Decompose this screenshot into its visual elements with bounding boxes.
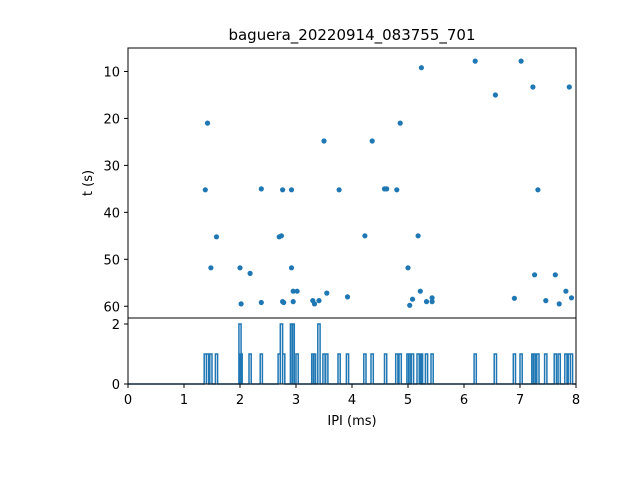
scatter-point xyxy=(492,92,498,98)
scatter-point xyxy=(311,301,318,307)
scatter-y-tick-label: 40 xyxy=(103,206,120,221)
scatter-point xyxy=(280,299,286,305)
histogram-y-tick-label: 0 xyxy=(112,378,120,393)
scatter-point xyxy=(429,299,435,305)
scatter-point xyxy=(397,120,403,126)
histogram-x-tick-label: 0 xyxy=(124,393,132,408)
histogram-x-axis-label: IPI (ms) xyxy=(327,414,376,429)
scatter-point xyxy=(280,187,286,193)
scatter-points xyxy=(202,58,575,308)
scatter-point xyxy=(409,296,416,302)
scatter-point xyxy=(384,186,390,192)
scatter-point xyxy=(213,234,220,240)
scatter-point xyxy=(566,84,572,90)
scatter-y-axis-label: t (s) xyxy=(81,170,96,196)
scatter-point xyxy=(290,288,296,294)
scatter-point xyxy=(208,265,214,271)
scatter-panel: 10 20 30 40 50 60 t (s) xyxy=(81,47,577,319)
scatter-point xyxy=(344,294,351,300)
scatter-point xyxy=(394,187,400,193)
scatter-point xyxy=(278,233,284,239)
scatter-point xyxy=(568,295,575,301)
scatter-point xyxy=(530,84,536,90)
histogram-y-tick-label: 2 xyxy=(112,318,120,333)
histogram-x-axis: 0 1 2 3 4 5 6 7 8 xyxy=(124,384,580,408)
histogram-y-axis: 02 xyxy=(112,318,128,393)
scatter-point xyxy=(532,272,538,278)
scatter-point xyxy=(405,265,411,271)
scatter-point xyxy=(258,299,264,306)
scatter-point xyxy=(535,187,541,193)
histogram-series-line xyxy=(128,323,576,385)
scatter-point xyxy=(336,187,342,193)
histogram-x-tick-label: 8 xyxy=(572,393,580,408)
scatter-y-tick-label: 60 xyxy=(103,300,120,315)
histogram-line xyxy=(128,323,576,385)
scatter-point xyxy=(511,295,517,301)
scatter-y-tick-label: 30 xyxy=(103,159,120,174)
histogram-x-tick-label: 6 xyxy=(460,393,468,408)
scatter-point xyxy=(316,298,322,304)
scatter-point xyxy=(369,138,375,144)
scatter-point xyxy=(288,265,295,271)
scatter-point xyxy=(472,58,478,64)
scatter-point xyxy=(407,302,413,308)
scatter-y-tick-label: 20 xyxy=(103,112,120,127)
scatter-point xyxy=(415,233,421,239)
scatter-point xyxy=(552,272,558,278)
histogram-x-tick-label: 4 xyxy=(348,393,356,408)
histogram-x-tick-label: 2 xyxy=(236,393,244,408)
scatter-point xyxy=(202,187,208,193)
chart-title: baguera_20220914_083755_701 xyxy=(228,26,475,45)
scatter-point xyxy=(258,186,264,192)
scatter-point xyxy=(290,299,296,305)
scatter-y-tick-label: 10 xyxy=(103,65,120,80)
scatter-point xyxy=(556,301,562,307)
scatter-y-tick-label: 50 xyxy=(103,253,120,268)
scatter-point xyxy=(417,288,423,294)
scatter-point xyxy=(418,65,424,71)
histogram-x-tick-label: 7 xyxy=(516,393,524,408)
scatter-point xyxy=(563,288,569,294)
scatter-point xyxy=(543,298,549,304)
scatter-point xyxy=(237,265,243,271)
histogram-x-tick-label: 5 xyxy=(404,393,412,408)
scatter-point xyxy=(247,270,253,276)
histogram-frame xyxy=(127,317,577,385)
scatter-point xyxy=(238,301,244,307)
scatter-y-axis: 10 20 30 40 50 60 xyxy=(103,65,128,315)
scatter-point xyxy=(362,233,368,239)
scatter-point xyxy=(288,187,295,193)
scatter-point xyxy=(324,290,330,296)
scatter-point xyxy=(423,299,430,305)
histogram-x-tick-label: 3 xyxy=(292,393,300,408)
scatter-point xyxy=(518,58,524,64)
histogram-x-tick-label: 1 xyxy=(180,393,188,408)
scatter-point xyxy=(321,138,327,144)
scatter-point xyxy=(429,295,435,301)
scatter-point xyxy=(294,288,300,294)
scatter-point xyxy=(204,120,211,126)
